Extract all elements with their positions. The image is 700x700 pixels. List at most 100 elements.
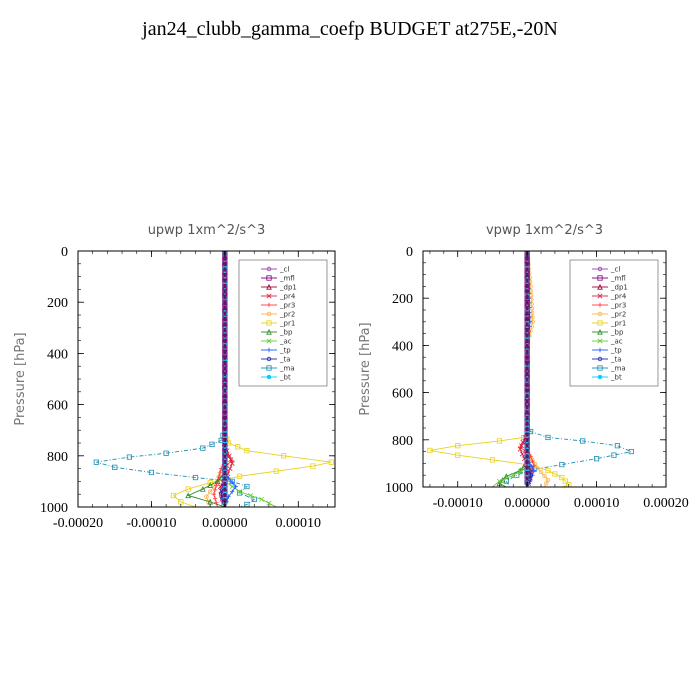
legend-marker bbox=[597, 302, 603, 308]
legend-label: _tp bbox=[279, 347, 291, 355]
series-point bbox=[200, 445, 206, 451]
series-line-ma bbox=[505, 251, 633, 487]
series-point bbox=[496, 438, 502, 444]
series-point bbox=[545, 434, 551, 441]
series-point bbox=[545, 477, 551, 483]
legend-marker bbox=[597, 293, 603, 299]
series-point bbox=[230, 480, 235, 485]
series-point bbox=[280, 453, 287, 459]
legend: _cl_mfl_dp1_pr4_pr3_pr2_pr1_bp_ac_tp_ta_… bbox=[238, 259, 328, 387]
legend-marker bbox=[597, 328, 603, 335]
y-tick-label: 800 bbox=[392, 434, 413, 449]
y-tick-label: 400 bbox=[47, 347, 68, 362]
series-point bbox=[227, 466, 233, 472]
legend-label: _cl bbox=[610, 266, 620, 274]
series-line-pr1 bbox=[429, 251, 570, 487]
series-point bbox=[530, 458, 535, 464]
x-tick-label: -0.00020 bbox=[53, 516, 103, 531]
legend-marker bbox=[266, 365, 272, 371]
series-point bbox=[214, 478, 221, 484]
legend-marker bbox=[597, 365, 603, 371]
series-point bbox=[236, 473, 243, 479]
legend-label: _ta bbox=[610, 356, 622, 364]
legend-marker bbox=[266, 356, 272, 362]
series-point bbox=[229, 484, 235, 490]
y-tick-label: 0 bbox=[61, 245, 68, 260]
series-point bbox=[614, 443, 621, 449]
y-tick-label: 1000 bbox=[40, 501, 68, 516]
series-point bbox=[520, 439, 526, 445]
series-point bbox=[542, 473, 547, 479]
series-point bbox=[519, 451, 525, 457]
series-point bbox=[214, 483, 219, 488]
series-line-bp bbox=[498, 251, 528, 487]
legend-marker bbox=[597, 356, 603, 362]
legend-label: _ta bbox=[279, 356, 291, 364]
series-point bbox=[580, 438, 586, 444]
series-point bbox=[244, 483, 250, 490]
series-point bbox=[489, 457, 496, 463]
legend-label: _pr1 bbox=[610, 320, 626, 328]
legend-label: _pr4 bbox=[279, 293, 296, 301]
y-tick-label: 1000 bbox=[385, 481, 413, 496]
legend-marker bbox=[266, 293, 272, 299]
x-tick-label: -0.00010 bbox=[433, 496, 483, 511]
legend-marker bbox=[266, 266, 272, 272]
legend-label: _mfl bbox=[279, 275, 295, 283]
series-point bbox=[237, 489, 243, 495]
panel-title: vpwp 1xm^2/s^3 bbox=[486, 223, 603, 238]
page-title: jan24_clubb_gamma_coefp BUDGET at275E,-2… bbox=[142, 18, 558, 40]
legend-label: _pr3 bbox=[610, 302, 626, 310]
series-point bbox=[244, 448, 250, 454]
series-point bbox=[531, 468, 537, 473]
series-point bbox=[455, 443, 461, 449]
legend-box bbox=[569, 259, 659, 387]
legend-marker bbox=[266, 338, 272, 344]
legend-label: _pr1 bbox=[279, 320, 295, 328]
y-tick-label: 800 bbox=[47, 450, 68, 465]
series-point bbox=[538, 469, 544, 475]
y-tick-label: 200 bbox=[47, 296, 68, 311]
series-point bbox=[212, 487, 218, 493]
series-point bbox=[535, 465, 540, 471]
series-point bbox=[207, 489, 213, 494]
legend-marker bbox=[266, 275, 272, 281]
x-tick-label: 0.00000 bbox=[202, 516, 248, 531]
x-tick-label: -0.00010 bbox=[126, 516, 176, 531]
series-point bbox=[112, 464, 118, 470]
series-point bbox=[228, 457, 234, 463]
legend-box bbox=[238, 259, 328, 387]
y-tick-label: 400 bbox=[392, 339, 413, 354]
series-point bbox=[529, 310, 535, 316]
series-point bbox=[559, 461, 565, 468]
legend-marker bbox=[597, 311, 603, 317]
series-point bbox=[545, 467, 551, 474]
series-point bbox=[529, 301, 534, 307]
series-point bbox=[230, 489, 235, 494]
legend-label: _ac bbox=[279, 338, 292, 346]
series-point bbox=[229, 460, 235, 466]
legend-marker bbox=[597, 320, 603, 326]
series-point bbox=[217, 470, 223, 476]
legend-marker bbox=[597, 275, 603, 281]
legend-label: _bt bbox=[610, 374, 622, 382]
series-point bbox=[559, 474, 565, 481]
series-point bbox=[529, 306, 535, 311]
series-point bbox=[235, 444, 241, 450]
x-tick-label: 0.00010 bbox=[276, 516, 322, 531]
series-point bbox=[236, 490, 243, 496]
series-point bbox=[328, 459, 334, 465]
series-point bbox=[496, 478, 502, 484]
series-point bbox=[93, 459, 99, 465]
series-point bbox=[517, 469, 523, 475]
panel-title: upwp 1xm^2/s^3 bbox=[148, 223, 266, 238]
series-point bbox=[531, 463, 537, 468]
legend-marker bbox=[597, 338, 603, 344]
series-point bbox=[510, 472, 516, 478]
series-point bbox=[209, 441, 215, 447]
legend-marker bbox=[266, 302, 272, 308]
legend-label: _ma bbox=[279, 365, 295, 373]
legend-label: _ma bbox=[610, 365, 626, 373]
legend-label: _cl bbox=[279, 266, 289, 274]
